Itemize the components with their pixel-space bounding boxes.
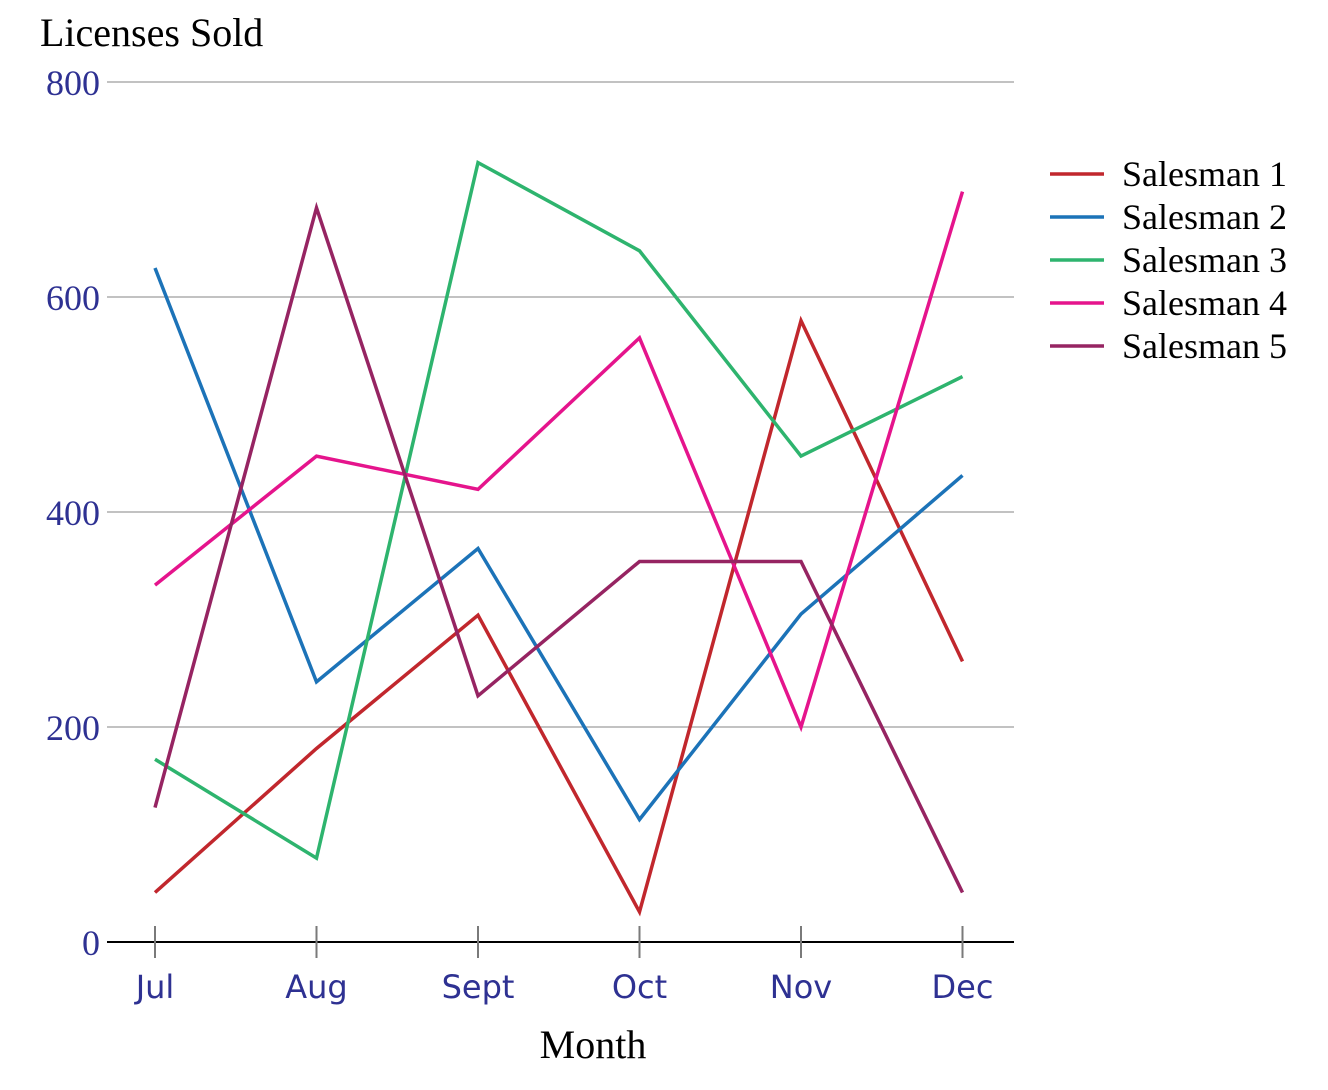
series-lines [153,159,965,917]
x-tick-label: Nov [770,968,832,1006]
x-tick-labels: Jul Aug Sept Oct Nov Dec [134,968,994,1006]
legend-item-4: Salesman 4 [1050,283,1287,323]
legend-item-2: Salesman 2 [1050,197,1287,237]
x-axis [107,926,1014,958]
gridlines [107,81,1014,728]
series-line-1 [153,315,965,917]
y-tick-label: 200 [46,708,100,748]
x-tick-label: Aug [285,968,347,1006]
y-tick-label: 0 [82,923,100,963]
y-tick-label: 400 [46,493,100,533]
legend-item-1: Salesman 1 [1050,154,1287,194]
legend-item-5: Salesman 5 [1050,326,1287,366]
legend-label: Salesman 2 [1122,197,1287,237]
legend-label: Salesman 5 [1122,326,1287,366]
legend-label: Salesman 4 [1122,283,1287,323]
series-line-5 [153,201,965,894]
x-tick-label: Sept [442,968,515,1006]
legend-label: Salesman 1 [1122,154,1287,194]
y-tick-labels: 0 200 400 600 800 [46,63,100,963]
x-tick-label: Oct [612,968,667,1006]
legend-label: Salesman 3 [1122,240,1287,280]
legend-item-3: Salesman 3 [1050,240,1287,280]
series-line-4 [153,191,965,733]
y-tick-label: 800 [46,63,100,103]
x-tick-label: Jul [134,968,175,1006]
y-tick-label: 600 [46,278,100,318]
y-axis-title: Licenses Sold [40,10,263,55]
x-axis-title: Month [540,1022,647,1067]
series-line-3 [154,159,964,861]
series-line-2 [153,267,964,823]
x-tick-label: Dec [932,968,994,1006]
